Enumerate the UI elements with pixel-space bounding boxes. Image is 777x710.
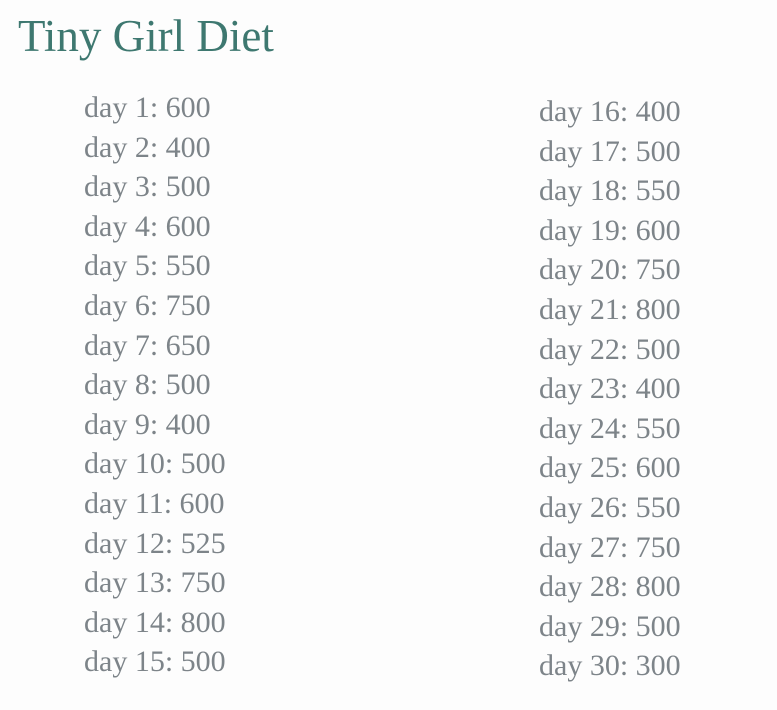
day-entry: day 2: 400 (84, 130, 211, 164)
day-entry: day 6: 750 (84, 288, 211, 322)
day-entry: day 16: 400 (539, 95, 681, 128)
day-entry: day 15: 500 (84, 645, 226, 679)
day-entry: day 9: 400 (84, 407, 211, 441)
day-entry: day 18: 550 (539, 174, 681, 208)
day-entry: day 28: 800 (539, 570, 681, 604)
day-entry: day 7: 650 (84, 328, 211, 362)
day-entry: day 25: 600 (539, 451, 681, 485)
day-entry: day 12: 525 (84, 526, 226, 560)
day-list-left: day 1: 600 day 2: 400 day 3: 500 day 4: 600… (84, 88, 226, 682)
day-entry: day 13: 750 (84, 566, 226, 600)
day-list-right: day 16: 400 day 17: 500 day 18: 550 day 19:… (539, 92, 681, 686)
day-entry: day 1: 600 (84, 91, 211, 124)
day-entry: day 27: 750 (539, 530, 681, 564)
day-entry: day 26: 550 (539, 490, 681, 524)
day-entry: day 30: 300 (539, 649, 681, 683)
day-entry: day 4: 600 (84, 209, 211, 243)
day-entry: day 19: 600 (539, 213, 681, 247)
day-entry: day 11: 600 (84, 486, 225, 520)
page-title: Tiny Girl Diet (18, 11, 274, 61)
day-entry: day 21: 800 (539, 292, 681, 326)
day-entry: day 23: 400 (539, 372, 681, 406)
day-entry: day 3: 500 (84, 170, 211, 204)
day-entry: day 8: 500 (84, 368, 211, 402)
day-entry: day 22: 500 (539, 332, 681, 366)
day-entry: day 5: 550 (84, 249, 211, 283)
day-entry: day 24: 550 (539, 411, 681, 445)
day-entry: day 29: 500 (539, 609, 681, 643)
day-entry: day 20: 750 (539, 253, 681, 287)
day-entry: day 10: 500 (84, 447, 226, 481)
day-entry: day 14: 800 (84, 605, 226, 639)
day-entry: day 17: 500 (539, 134, 681, 168)
